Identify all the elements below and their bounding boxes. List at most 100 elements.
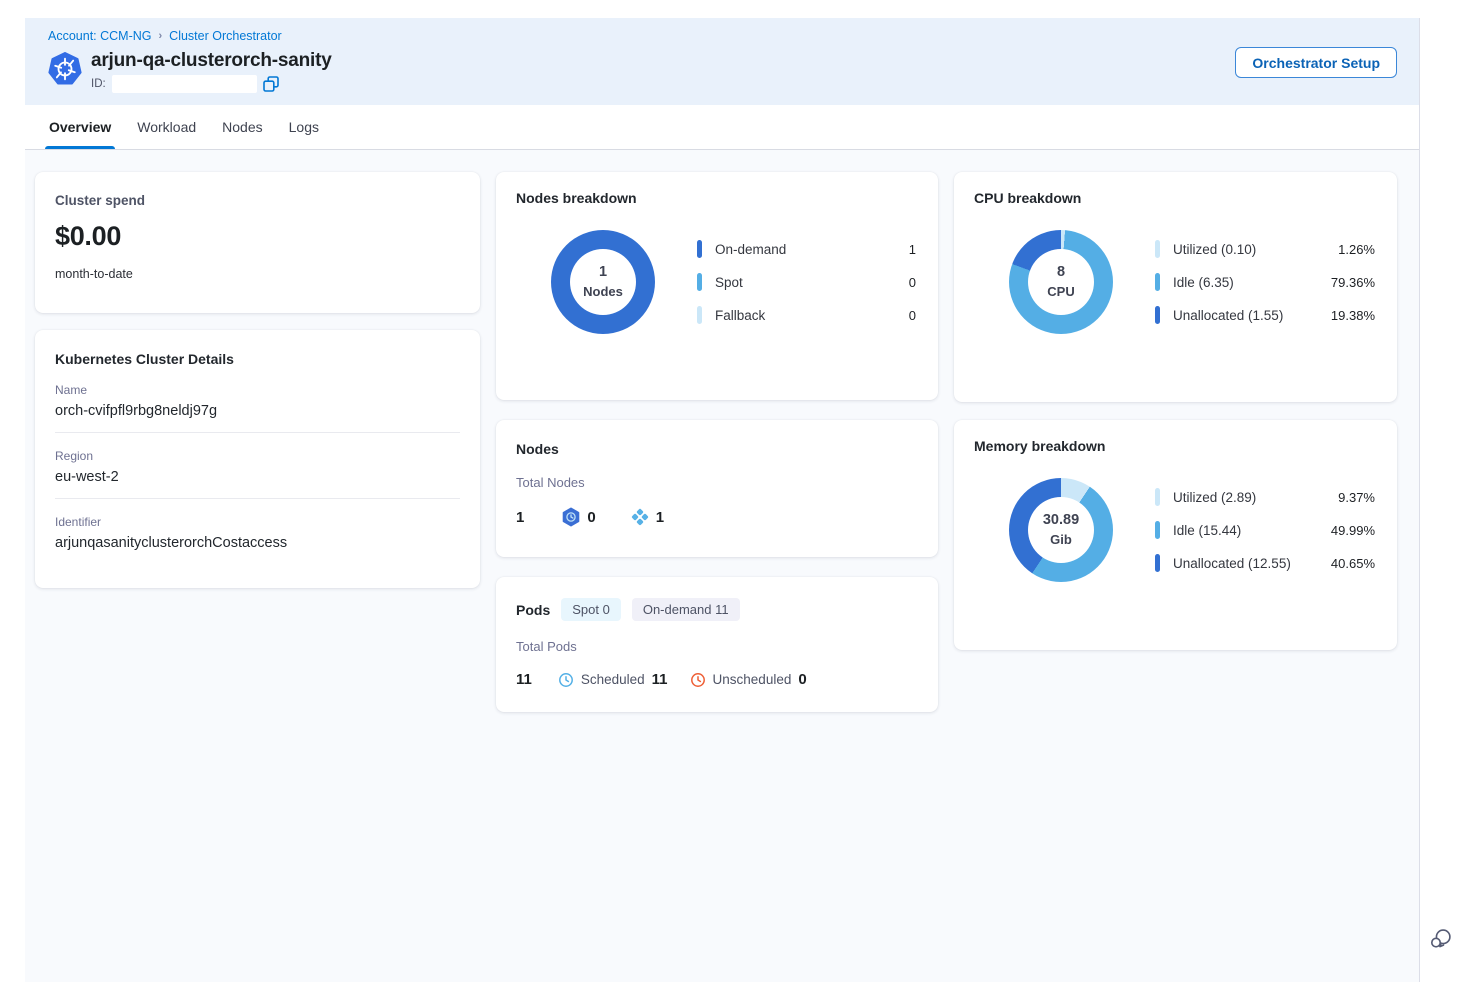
- legend-swatch: [1155, 240, 1160, 258]
- cluster-id-label: ID:: [91, 78, 106, 90]
- nodes-breakdown-chart-row: 1 Nodes On-demand 1: [516, 230, 918, 334]
- tab-workload[interactable]: Workload: [137, 119, 197, 135]
- detail-value: orch-cvifpfl9rbg8neldj97g: [55, 403, 218, 419]
- pods-title-row: Pods Spot 0 On-demand 11: [516, 598, 918, 621]
- title-block: arjun-qa-clusterorch-sanity ID:: [91, 50, 332, 93]
- memory-breakdown-chart-row: 30.89 Gib Utilized (2.89) 9.37%: [974, 478, 1377, 582]
- tab-nodes[interactable]: Nodes: [222, 119, 263, 135]
- legend-swatch: [1155, 488, 1160, 506]
- cluster-details-title: Kubernetes Cluster Details: [55, 351, 234, 367]
- donut-center: 8 CPU: [1028, 249, 1094, 315]
- detail-value: arjunqasanityclusterorchCostaccess: [55, 535, 288, 551]
- pods-counts-row: 11 Scheduled 11: [516, 671, 918, 688]
- title-row: arjun-qa-clusterorch-sanity ID:: [48, 50, 1419, 93]
- legend-row: Unallocated (12.55) 40.65%: [1155, 554, 1375, 572]
- donut-center-label: Gib: [1050, 532, 1072, 547]
- legend-swatch: [697, 240, 702, 258]
- header: Account: CCM-NG › Cluster Orchestrator: [25, 18, 1419, 105]
- total-pods-label: Total Pods: [516, 639, 577, 654]
- detail-field-region: Region eu-west-2: [55, 449, 460, 499]
- memory-breakdown-legend: Utilized (2.89) 9.37% Idle (15.44) 49.99…: [1155, 488, 1375, 572]
- donut-center-value: 8: [1056, 264, 1066, 280]
- detail-field-identifier: Identifier arjunqasanityclusterorchCosta…: [55, 515, 460, 555]
- total-nodes-count: 1: [516, 508, 525, 526]
- legend-row: Utilized (2.89) 9.37%: [1155, 488, 1375, 506]
- unscheduled-count: 0: [798, 671, 807, 688]
- scheduled-label: Scheduled: [580, 672, 645, 687]
- column-left: Cluster spend $0.00 month-to-date Kubern…: [35, 172, 480, 588]
- legend-swatch: [1155, 273, 1160, 291]
- detail-field-name: Name orch-cvifpfl9rbg8neldj97g: [55, 383, 460, 433]
- legend-value: 40.65%: [1330, 555, 1375, 571]
- nodes-breakdown-card: Nodes breakdown 1 Nodes On-demand: [496, 172, 938, 400]
- column-right: CPU breakdown 8 CPU Utilized (0.10): [954, 172, 1397, 650]
- nodes-breakdown-legend: On-demand 1 Spot 0 Fallback: [697, 240, 916, 324]
- on-demand-node-icon: [631, 508, 648, 526]
- unscheduled-label: Unscheduled: [712, 672, 792, 687]
- scheduled-pods-group: Scheduled 11: [558, 671, 668, 688]
- legend-value: 1.26%: [1338, 241, 1375, 257]
- page-title: arjun-qa-clusterorch-sanity: [91, 50, 332, 71]
- cluster-id-row: ID:: [91, 75, 332, 93]
- tab-bar: Overview Workload Nodes Logs: [25, 105, 1419, 150]
- legend-swatch: [697, 273, 702, 291]
- overview-content: Cluster spend $0.00 month-to-date Kubern…: [25, 150, 1419, 712]
- legend-row: Idle (15.44) 49.99%: [1155, 521, 1375, 539]
- nodes-card-title: Nodes: [516, 441, 559, 457]
- breadcrumb-separator: ›: [158, 30, 163, 42]
- copy-icon[interactable]: [262, 76, 279, 92]
- tab-logs[interactable]: Logs: [288, 119, 319, 135]
- cluster-spend-card: Cluster spend $0.00 month-to-date: [35, 172, 480, 313]
- legend-value: 9.37%: [1338, 489, 1375, 505]
- legend-swatch: [1155, 521, 1160, 539]
- cpu-breakdown-legend: Utilized (0.10) 1.26% Idle (6.35) 79.36%…: [1155, 240, 1375, 324]
- cluster-details-card: Kubernetes Cluster Details Name orch-cvi…: [35, 330, 480, 588]
- legend-row: Unallocated (1.55) 19.38%: [1155, 306, 1375, 324]
- on-demand-pods-badge: On-demand 11: [631, 598, 740, 621]
- legend-label: Idle (15.44): [1173, 522, 1242, 538]
- cluster-spend-title: Cluster spend: [55, 193, 146, 208]
- orchestrator-setup-button[interactable]: Orchestrator Setup: [1235, 47, 1397, 78]
- donut-center: 1 Nodes: [570, 249, 636, 315]
- unscheduled-pods-group: Unscheduled 0: [690, 671, 807, 688]
- unscheduled-clock-icon: [690, 672, 705, 687]
- cluster-id-input[interactable]: [111, 75, 257, 93]
- pods-card: Pods Spot 0 On-demand 11 Total Pods 11 S…: [496, 577, 938, 712]
- detail-value: eu-west-2: [55, 469, 119, 485]
- cpu-breakdown-chart-row: 8 CPU Utilized (0.10) 1.26%: [974, 230, 1377, 334]
- legend-row: Fallback 0: [697, 306, 916, 324]
- cluster-orchestrator-panel: Account: CCM-NG › Cluster Orchestrator: [25, 18, 1420, 982]
- legend-value: 1: [908, 241, 916, 257]
- donut-center: 30.89 Gib: [1028, 497, 1094, 563]
- legend-value: 0: [908, 274, 916, 290]
- donut-center-value: 1: [598, 264, 608, 280]
- chat-help-button[interactable]: [1428, 926, 1454, 952]
- on-demand-nodes-group: 1: [630, 507, 664, 527]
- total-pods-count: 11: [516, 671, 532, 688]
- cpu-breakdown-card: CPU breakdown 8 CPU Utilized (0.10): [954, 172, 1397, 402]
- total-nodes-label: Total Nodes: [516, 475, 585, 490]
- legend-row: Idle (6.35) 79.36%: [1155, 273, 1375, 291]
- legend-label: Spot: [715, 274, 743, 290]
- cpu-donut-chart: 8 CPU: [1009, 230, 1113, 334]
- scheduled-clock-icon: [558, 672, 573, 687]
- breadcrumb-section-link[interactable]: Cluster Orchestrator: [169, 29, 282, 43]
- legend-row: On-demand 1: [697, 240, 916, 258]
- legend-swatch: [1155, 306, 1160, 324]
- legend-swatch: [1155, 554, 1160, 572]
- detail-label: Identifier: [55, 515, 102, 529]
- chat-icon: [1430, 929, 1451, 948]
- spot-pods-badge: Spot 0: [561, 598, 621, 621]
- detail-label: Region: [55, 449, 94, 463]
- legend-label: Utilized (2.89): [1173, 489, 1257, 505]
- spot-nodes-group: 0: [561, 507, 596, 527]
- legend-label: On-demand: [715, 241, 787, 257]
- memory-donut-chart: 30.89 Gib: [1009, 478, 1113, 582]
- nodes-breakdown-title: Nodes breakdown: [516, 190, 637, 206]
- nodes-card: Nodes Total Nodes 1 0: [496, 420, 938, 557]
- breadcrumb-account-link[interactable]: Account: CCM-NG: [48, 29, 152, 43]
- tab-overview[interactable]: Overview: [44, 105, 116, 149]
- breadcrumb: Account: CCM-NG › Cluster Orchestrator: [48, 29, 1419, 43]
- legend-value: 79.36%: [1330, 274, 1375, 290]
